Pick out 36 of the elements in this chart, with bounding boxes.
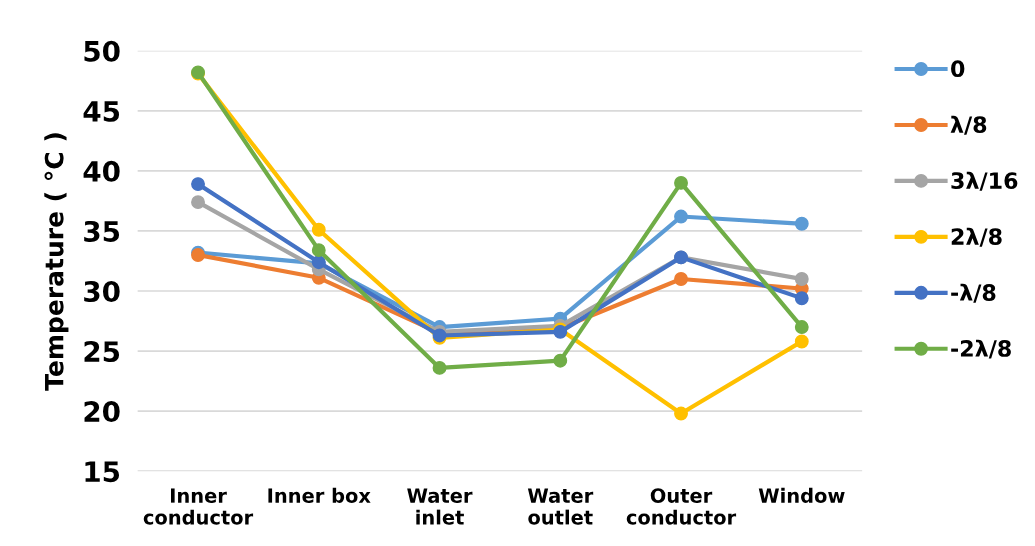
point <box>674 209 688 224</box>
legend-label: λ/8 <box>950 115 987 135</box>
legend-label: -2λ/8 <box>951 339 1011 359</box>
x-tick-label: Inner conductor <box>143 488 254 525</box>
x-tick-label: Window <box>758 487 845 503</box>
x-tick-label: Inner box <box>268 487 371 503</box>
point <box>432 360 447 375</box>
point <box>311 243 326 258</box>
point <box>794 216 809 231</box>
y-axis-title: Temperature ( °C ) <box>44 133 69 391</box>
point <box>794 291 809 306</box>
y-tick-label: 15 <box>85 461 120 483</box>
x-tick-label: Outer conductor <box>626 488 737 525</box>
point <box>553 353 568 368</box>
y-tick-label: 40 <box>83 160 120 182</box>
y-tick-label: 30 <box>84 280 120 302</box>
legend-label: 3λ/16 <box>951 171 1018 191</box>
point <box>191 177 205 192</box>
x-tick-label: Water outlet <box>527 488 594 525</box>
y-tick-label: 35 <box>84 220 120 242</box>
point <box>191 195 205 210</box>
y-tick-label: 25 <box>84 341 120 363</box>
point <box>794 334 809 349</box>
point <box>794 320 809 334</box>
legend-label: 2λ/8 <box>951 227 1002 247</box>
y-tick-label: 20 <box>84 401 120 423</box>
x-tick-label: Water inlet <box>407 488 473 525</box>
legend-label: -λ/8 <box>951 283 996 303</box>
point <box>674 175 688 190</box>
legend-label: 0 <box>951 60 965 78</box>
y-tick-label: 45 <box>83 101 120 122</box>
point <box>311 222 326 237</box>
y-tick-label: 50 <box>84 40 120 62</box>
point <box>674 406 688 421</box>
point <box>674 272 688 286</box>
point <box>794 272 809 286</box>
